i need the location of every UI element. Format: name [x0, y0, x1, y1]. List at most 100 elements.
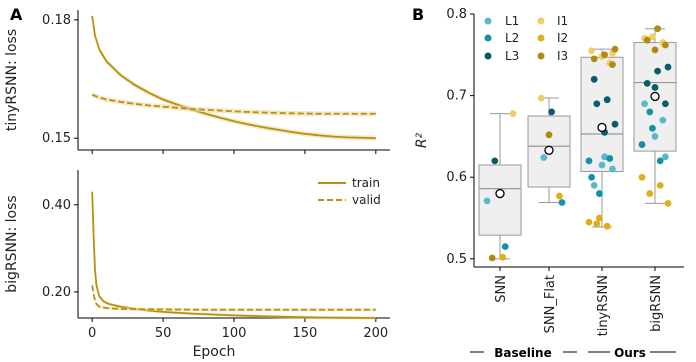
legend-train-label: train	[352, 176, 380, 190]
bigrsnn-point-l3	[662, 100, 669, 108]
group-label-ours: Ours	[614, 346, 646, 360]
bigrsnn-point-i2	[656, 181, 664, 189]
bigrsnn-point-l3	[643, 79, 651, 87]
tinyrsnn-y-axis-label: tinyRSNN: loss	[4, 29, 20, 131]
bigrsnn-x-tick-label: 0	[88, 326, 96, 341]
x-axis-label: Epoch	[193, 344, 236, 360]
bigrsnn-point-l1	[641, 100, 648, 108]
bigrsnn-train-line	[91, 191, 376, 319]
snn-flat-mean-marker	[544, 145, 554, 155]
r2-y-tick-label: 0.5	[446, 252, 467, 267]
tinyrsnn-y-tick-label: 0.15	[42, 131, 71, 146]
tinyrsnn-point-l1	[601, 153, 608, 161]
tinyrsnn-mean-marker	[597, 122, 607, 133]
tinyrsnn-point-l2	[596, 190, 603, 197]
snn-x-tick-label: SNN	[494, 275, 509, 303]
tinyrsnn-train-line	[91, 15, 376, 140]
bigrsnn-x-tick-label: 50	[155, 326, 172, 341]
r2-boxplot: 0.5 0.6 0.7 0.8 R² SNN SNN_Flat tinyRSNN bigRSNN	[414, 7, 684, 336]
legend-dot-l3	[484, 52, 492, 60]
snn-point-i3	[488, 254, 496, 262]
bigrsnn-point-l1	[662, 153, 669, 161]
bigrsnn-x-tick-label: bigRSNN	[649, 275, 664, 332]
tinyrsnn-point-i2	[593, 220, 601, 228]
tinyrsnn-valid-line	[91, 93, 376, 115]
panel-label-a: A	[10, 5, 23, 24]
legend-dot-l1	[484, 17, 492, 25]
group-labels: Baseline Ours	[470, 346, 676, 360]
legend-dot-i1	[537, 17, 545, 25]
legend-i3-label: I3	[557, 49, 568, 63]
legend-dot-i3	[537, 52, 545, 60]
r2-y-axis-label: R²	[414, 132, 430, 148]
r2-legend: L1 L2 L3 I1 I2 I3	[484, 14, 568, 63]
snn-flat-point-l3	[548, 108, 555, 116]
snn-flat-point-i2	[556, 192, 563, 200]
bigrsnn-point-l1	[651, 133, 659, 140]
snn-point-l3	[491, 157, 499, 165]
tinyrsnn-valid-band	[92, 92, 376, 117]
tinyrsnn-point-i3	[601, 51, 608, 59]
snn-flat-x-tick-label: SNN_Flat	[543, 275, 558, 333]
legend-l3-label: L3	[505, 49, 519, 63]
panel-label-b: B	[412, 5, 424, 24]
snn-flat-point-i3	[545, 131, 553, 139]
legend-valid-label: valid	[352, 193, 381, 207]
legend-i1-label: I1	[557, 14, 568, 28]
bigrsnn-point-i3	[651, 46, 659, 54]
tinyrsnn-point-l2	[585, 157, 593, 165]
tinyrsnn-point-i2	[603, 222, 611, 230]
tinyrsnn-point-l3	[603, 96, 611, 104]
bigrsnn-y-tick-label: 0.40	[42, 198, 71, 213]
legend-i2-label: I2	[557, 31, 568, 45]
snn-point-l1	[483, 197, 491, 205]
bigrsnn-point-i2	[646, 190, 654, 197]
bigrsnn-point-i2	[664, 199, 672, 207]
tinyrsnn-point-l3	[593, 100, 601, 108]
tinyrsnn-point-l1	[590, 181, 598, 189]
bigrsnn-point-l3	[664, 63, 672, 71]
tinyrsnn-point-l1	[609, 165, 616, 173]
bigrsnn-train-band	[92, 190, 376, 320]
snn-flat-point-l2	[558, 199, 566, 206]
tinyrsnn-point-i2	[596, 214, 603, 222]
bigrsnn-x-tick-label: 100	[222, 326, 247, 341]
bigrsnn-point-l3	[654, 67, 661, 75]
snn-mean-marker	[495, 188, 505, 199]
bigrsnn-point-i3	[643, 36, 651, 44]
bigrsnn-valid-line	[91, 285, 376, 311]
tinyrsnn-point-i3	[609, 61, 616, 68]
bigrsnn-x-tick-label: 200	[363, 326, 388, 341]
snn-flat-point-i1	[537, 94, 545, 102]
tinyrsnn-point-l3	[611, 120, 619, 128]
bigrsnn-x-tick-label: 150	[292, 326, 317, 341]
bigrsnn-point-l2	[656, 157, 664, 165]
bigrsnn-point-l2	[646, 108, 654, 116]
bigrsnn-point-l2	[649, 124, 656, 132]
tinyrsnn-y-tick-label: 0.18	[42, 13, 71, 28]
snn-point-i2	[499, 253, 506, 261]
bigrsnn-point-l3	[651, 84, 659, 91]
tinyrsnn-point-l1	[598, 161, 606, 169]
bigrsnn-y-axis-label: bigRSNN: loss	[4, 195, 20, 292]
loss-legend: train valid	[318, 176, 381, 207]
legend-l1-label: L1	[505, 14, 519, 28]
bigrsnn-mean-marker	[650, 91, 660, 102]
bigrsnn-point-i2	[638, 173, 646, 181]
tinyrsnn-point-i3	[590, 55, 598, 63]
legend-dot-i2	[537, 34, 545, 42]
bigrsnn-point-i1	[649, 33, 656, 41]
legend-l2-label: L2	[505, 31, 519, 45]
tinyrsnn-point-i1	[588, 47, 595, 55]
r2-y-tick-label: 0.6	[446, 170, 467, 185]
snn-flat-point-l1	[540, 154, 548, 162]
tinyrsnn-x-tick-label: tinyRSNN	[596, 275, 611, 336]
tinyrsnn-point-i3	[611, 45, 619, 53]
tinyrsnn-point-l3	[590, 75, 598, 83]
tinyrsnn-point-l2	[606, 155, 614, 162]
bigrsnn-point-l1	[659, 116, 667, 124]
bigrsnn-point-i3	[662, 41, 669, 49]
bigrsnn-point-l2	[638, 141, 646, 148]
tinyrsnn-point-l2	[588, 173, 595, 181]
